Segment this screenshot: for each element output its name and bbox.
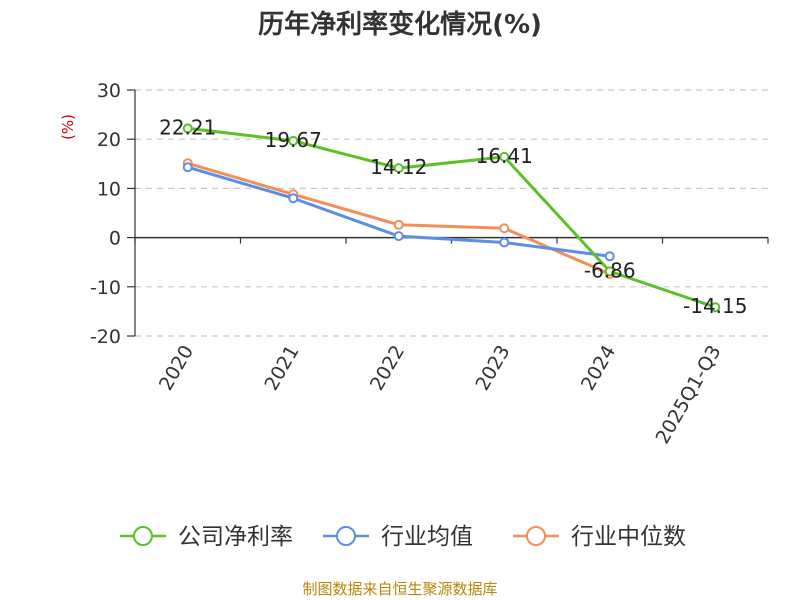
- data-label: -14.15: [683, 294, 747, 318]
- series-line: [187, 161, 611, 276]
- data-point: [499, 151, 510, 162]
- series-line: [187, 126, 716, 309]
- legend-label: 行业中位数: [571, 524, 686, 550]
- data-point: [499, 223, 510, 234]
- data-point: [288, 135, 299, 146]
- x-tick-label: 2022: [366, 342, 409, 395]
- legend-item[interactable]: 行业中位数: [513, 524, 686, 550]
- legend-label: 公司净利率: [178, 524, 293, 550]
- data-point: [393, 219, 404, 230]
- series-lines: [182, 123, 721, 313]
- data-point: [499, 237, 510, 248]
- data-point: [182, 123, 193, 134]
- data-labels: 22.21 19.67 14.12 16.41 -6.86 -14.15: [159, 115, 747, 318]
- y-tick-label: -10: [90, 277, 121, 299]
- x-tick-label: 2025Q1-Q3: [652, 342, 726, 448]
- legend-item[interactable]: 公司净利率: [120, 524, 293, 550]
- grid-lines: [135, 89, 768, 337]
- legend-marker: [336, 526, 356, 546]
- y-axis-unit-label: (%): [59, 114, 77, 140]
- data-label: -6.86: [584, 258, 636, 282]
- x-tick-label: 2023: [471, 342, 514, 395]
- chart-title: 历年净利率变化情况(%): [258, 10, 542, 40]
- data-point: [710, 302, 721, 313]
- legend-item[interactable]: 行业均值: [323, 524, 473, 550]
- data-label: 19.67: [265, 128, 322, 152]
- y-tick-label: 20: [97, 129, 121, 151]
- source-note: 制图数据来自恒生聚源数据库: [302, 580, 498, 598]
- data-label: 16.41: [476, 144, 533, 168]
- legend[interactable]: 公司净利率 行业均值 行业中位数: [120, 524, 686, 550]
- x-tick-label: 2021: [260, 342, 303, 395]
- data-point: [393, 231, 404, 242]
- legend-marker: [526, 526, 546, 546]
- data-label: 14.12: [370, 155, 427, 179]
- data-point: [288, 193, 299, 204]
- y-tick-label: -20: [90, 326, 121, 348]
- data-point: [604, 251, 615, 262]
- legend-label: 行业均值: [381, 524, 473, 550]
- y-tick-label: 10: [97, 178, 121, 200]
- data-point: [393, 163, 404, 174]
- y-tick-label: 30: [97, 80, 121, 102]
- legend-marker: [133, 526, 153, 546]
- y-tick-label: 0: [109, 228, 121, 250]
- data-point: [182, 162, 193, 173]
- x-tick-label: 2024: [577, 342, 620, 395]
- x-tick-label: 2020: [155, 342, 198, 395]
- data-point: [604, 266, 615, 277]
- data-label: 22.21: [159, 115, 216, 139]
